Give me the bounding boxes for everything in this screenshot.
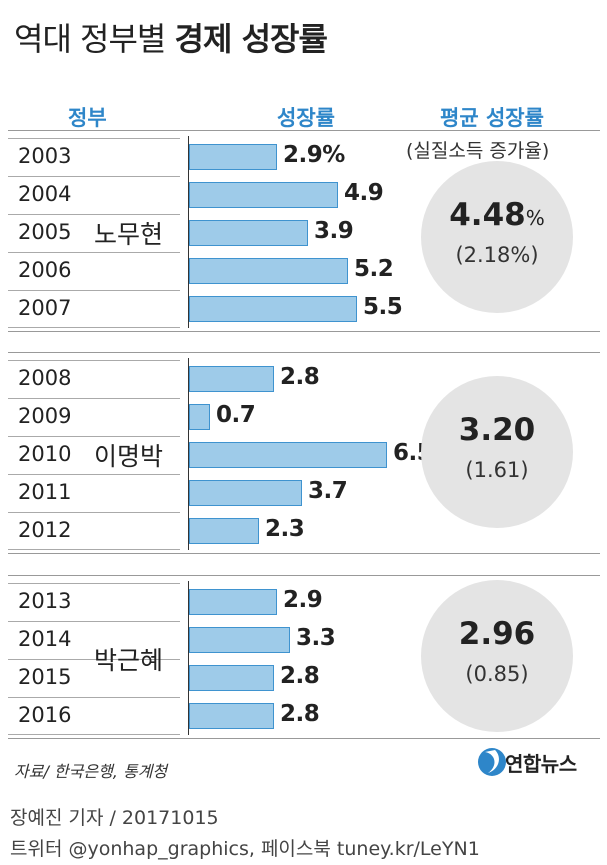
growth-bar — [189, 220, 308, 246]
social-links: 트위터 @yonhap_graphics, 페이스북 tuney.kr/LeYN… — [10, 838, 480, 860]
growth-bar — [189, 480, 302, 506]
year-label: 2015 — [18, 665, 72, 689]
real-income-growth: (1.61) — [465, 458, 529, 482]
bar-value-label: 3.9 — [314, 218, 354, 244]
year-row — [8, 583, 180, 620]
growth-bar — [189, 518, 259, 544]
year-row — [8, 252, 180, 289]
logo-text: 연합뉴스 — [505, 752, 577, 776]
title-bold: 경제 성장률 — [174, 20, 328, 58]
growth-bar — [189, 404, 210, 430]
header-average-sub: (실질소득 증가율) — [406, 140, 550, 162]
growth-bar — [189, 665, 274, 691]
year-label: 2008 — [18, 366, 72, 390]
year-row — [8, 697, 180, 735]
bar-value-label: 5.5 — [363, 294, 403, 320]
year-row — [8, 214, 180, 251]
bar-value-label: 0.7 — [216, 402, 256, 428]
growth-bar — [189, 296, 357, 322]
header-government: 정부 — [68, 106, 107, 130]
value-axis — [188, 136, 189, 328]
average-number: 3.20 — [458, 412, 536, 448]
average-circle — [421, 161, 573, 313]
average-growth-value: 4.48% — [421, 197, 573, 233]
year-row — [8, 436, 180, 473]
bar-value-label: 2.8 — [280, 663, 320, 689]
year-label: 2016 — [18, 703, 72, 727]
bar-value-label: 3.3 — [296, 625, 336, 651]
value-axis — [188, 358, 189, 550]
average-number: 2.96 — [458, 616, 536, 652]
growth-bar — [189, 627, 290, 653]
chart-title: 역대 정부별 경제 성장률 — [14, 14, 328, 60]
growth-bar — [189, 589, 277, 615]
bar-value-label: 2.8 — [280, 364, 320, 390]
year-row — [8, 290, 180, 328]
growth-bar — [189, 366, 274, 392]
government-panel — [8, 575, 600, 739]
year-label: 2011 — [18, 480, 72, 504]
value-axis — [188, 581, 189, 735]
year-row — [8, 398, 180, 435]
header-growth: 성장률 — [277, 106, 335, 130]
bar-value-label: 5.2 — [354, 256, 394, 282]
average-growth-value: 3.20 — [421, 412, 573, 448]
government-panel — [8, 130, 600, 332]
year-row — [8, 659, 180, 696]
average-circle — [421, 580, 573, 732]
title-light: 역대 정부별 — [14, 20, 166, 58]
government-panel — [8, 352, 600, 554]
real-income-growth: (2.18%) — [455, 243, 539, 267]
year-label: 2014 — [18, 627, 72, 651]
yonhap-logo-icon — [478, 748, 506, 776]
bar-value-label: 2.3 — [265, 516, 305, 542]
year-row — [8, 138, 180, 175]
bar-value-label: 2.9 — [283, 587, 323, 613]
growth-bar — [189, 442, 387, 468]
year-label: 2010 — [18, 442, 72, 466]
growth-bar — [189, 144, 277, 170]
year-label: 2013 — [18, 589, 72, 613]
year-row — [8, 176, 180, 213]
year-row — [8, 474, 180, 511]
year-label: 2003 — [18, 144, 72, 168]
bar-value-label: 2.9% — [283, 142, 345, 168]
year-row — [8, 621, 180, 658]
growth-bar — [189, 258, 348, 284]
average-unit: % — [525, 206, 545, 230]
year-label: 2007 — [18, 296, 72, 320]
growth-bar — [189, 703, 274, 729]
bar-value-label: 4.9 — [344, 180, 384, 206]
government-name: 이명박 — [94, 442, 164, 471]
bar-value-label: 3.7 — [308, 478, 348, 504]
government-name: 노무현 — [94, 220, 164, 249]
header-average: 평균 성장률 — [440, 106, 544, 130]
real-income-growth: (0.85) — [465, 662, 529, 686]
year-label: 2004 — [18, 182, 72, 206]
year-row — [8, 360, 180, 397]
source-note: 자료/ 한국은행, 통계청 — [14, 762, 168, 781]
year-label: 2009 — [18, 404, 72, 428]
year-label: 2006 — [18, 258, 72, 282]
average-growth-value: 2.96 — [421, 616, 573, 652]
growth-bar — [189, 182, 338, 208]
government-name: 박근혜 — [94, 646, 164, 675]
bar-value-label: 2.8 — [280, 701, 320, 727]
year-label: 2012 — [18, 518, 72, 542]
year-label: 2005 — [18, 220, 72, 244]
byline: 장예진 기자 / 20171015 — [10, 807, 219, 829]
average-number: 4.48 — [449, 197, 526, 233]
average-circle — [421, 376, 573, 528]
year-row — [8, 512, 180, 550]
